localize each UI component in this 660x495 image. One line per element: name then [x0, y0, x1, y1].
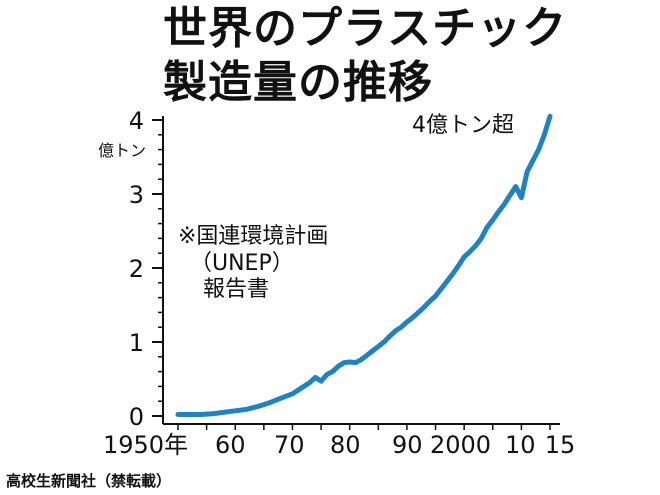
chart-title-line-2: 製造量の推移 — [163, 57, 433, 108]
x-tick-label: 70 — [274, 431, 305, 459]
x-tick-label: 80 — [330, 431, 361, 459]
y-tick-label: 0 — [129, 403, 144, 431]
y-axis-unit-label: 億トン — [98, 141, 146, 160]
y-tick-label: 1 — [129, 329, 144, 357]
chart-title: 世界のプラスチック 製造量の推移 — [163, 2, 567, 110]
y-tick-label: 3 — [129, 181, 144, 209]
annotation-peak: 4億トン超 — [412, 113, 514, 138]
x-tick-label: 2000 — [430, 431, 491, 459]
x-tick-label: 90 — [392, 431, 423, 459]
x-tick-label: 60 — [215, 431, 246, 459]
annotation-source: （UNEP） — [190, 251, 294, 276]
y-tick-label: 4 — [129, 107, 144, 135]
series-line — [175, 113, 553, 417]
x-tick-label: 10 — [505, 431, 536, 459]
x-tick-label: 1950年 — [103, 431, 188, 459]
annotation-source: ※国連環境計画 — [178, 224, 328, 249]
source-credit: 高校生新聞社（禁転載） — [6, 472, 172, 490]
x-tick-label: 15 — [545, 431, 576, 459]
y-tick-label: 2 — [129, 255, 144, 283]
chart-title-line-1: 世界のプラスチック — [163, 3, 568, 54]
annotation-source: 報告書 — [203, 277, 269, 302]
